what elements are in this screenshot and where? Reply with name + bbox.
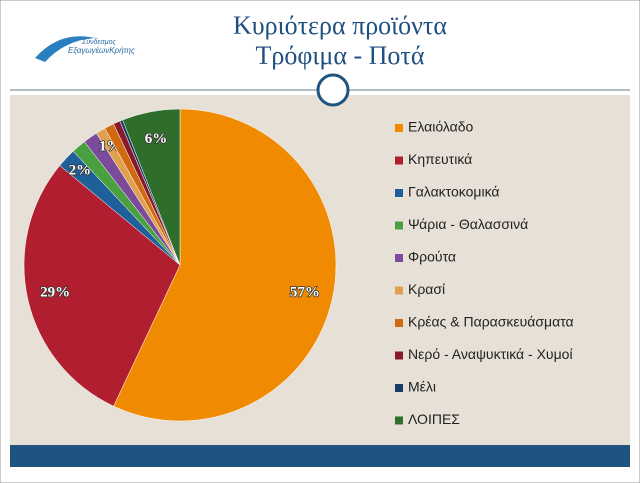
data-label: 29%	[40, 284, 70, 300]
chart-title: Κυριότερα προϊόντα	[233, 11, 447, 40]
legend-label: Κρασί	[408, 281, 445, 297]
pie-slice	[122, 108, 181, 266]
legend-label: Ελαιόλαδο	[408, 119, 474, 135]
legend-swatch	[395, 286, 403, 295]
legend-label: Κηπευτικά	[408, 151, 472, 167]
legend-swatch	[395, 351, 403, 360]
legend-swatch	[395, 124, 403, 132]
legend-swatch	[395, 384, 403, 392]
pie-slice	[113, 108, 337, 422]
header-circle	[316, 73, 350, 107]
legend-swatch	[395, 319, 403, 327]
legend-swatch	[395, 189, 403, 197]
data-label: 2%	[69, 162, 92, 178]
legend-swatch	[395, 221, 403, 230]
footer-band	[10, 445, 630, 467]
legend-label: ΛΟΙΠΕΣ	[408, 411, 460, 427]
legend-label: Νερό - Αναψυκτικά - Χυμοί	[408, 346, 573, 362]
logo-mark	[35, 36, 95, 62]
pie-slice	[23, 165, 181, 407]
legend-swatch	[395, 416, 403, 425]
data-label: 57%	[290, 284, 320, 300]
legend-label: Γαλακτοκομικά	[408, 184, 500, 200]
legend-swatch	[395, 254, 403, 262]
data-label: 6%	[145, 131, 168, 147]
legend-label: Φρούτα	[408, 249, 456, 265]
logo-text: ΕξαγωγέωνΚρήτης	[68, 46, 135, 55]
legend-swatch	[395, 156, 403, 165]
legend-label: Μέλι	[408, 379, 436, 395]
chart-title: Τρόφιμα - Ποτά	[256, 41, 425, 70]
logo-text: Σύνδεσμος	[81, 38, 116, 46]
legend-label: Κρέας & Παρασκευάσματα	[408, 314, 574, 330]
legend-label: Ψάρια - Θαλασσινά	[408, 216, 528, 232]
